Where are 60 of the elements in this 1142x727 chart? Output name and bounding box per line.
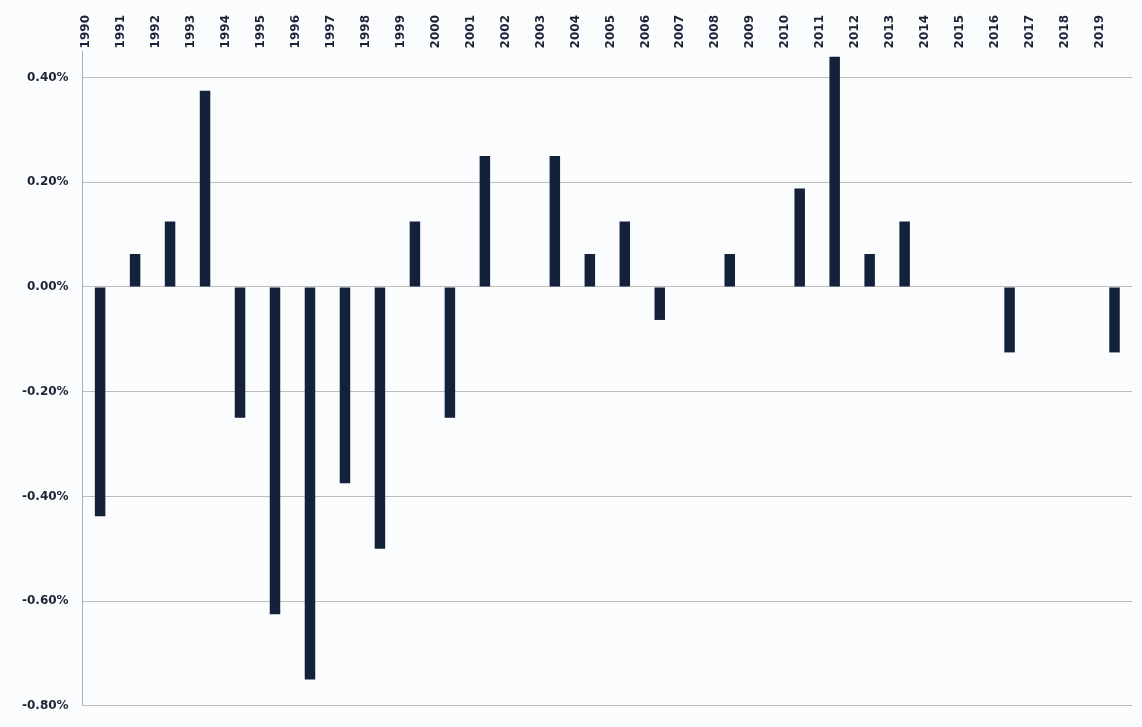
bar	[794, 188, 805, 287]
bar	[129, 254, 141, 287]
x-tick-label: 1995	[252, 14, 267, 49]
bar	[584, 254, 596, 287]
bar	[1109, 287, 1120, 353]
x-tick-label: 2000	[427, 14, 442, 49]
x-tick-label: 2009	[742, 14, 757, 49]
bar	[269, 287, 281, 615]
y-tick-label: 0.20%	[26, 174, 69, 189]
x-tick-label: 1996	[287, 14, 302, 49]
y-tick-label: -0.80%	[21, 697, 69, 712]
x-tick-label: 2004	[567, 14, 582, 49]
x-tick-label: 2003	[532, 14, 547, 49]
bar	[444, 287, 456, 418]
bar	[164, 221, 176, 287]
x-tick-label: 2019	[1092, 14, 1107, 49]
x-tick-label: 2010	[777, 14, 792, 49]
x-tick-label: 2006	[637, 14, 652, 49]
bar	[409, 221, 421, 287]
x-tick-label: 2018	[1057, 14, 1072, 49]
bar	[479, 156, 491, 287]
y-tick-label: -0.20%	[21, 383, 69, 398]
bar	[94, 287, 106, 517]
y-tick-label: -0.40%	[21, 488, 69, 503]
x-tick-label: 1999	[392, 14, 407, 49]
bar	[374, 287, 386, 549]
x-tick-label: 2011	[812, 14, 827, 49]
bar	[654, 287, 666, 320]
bar	[829, 56, 840, 287]
x-tick-label: 2005	[602, 14, 617, 49]
x-tick-label: 1997	[322, 14, 337, 49]
bar	[199, 90, 211, 287]
bar	[864, 254, 875, 287]
x-tick-label: 1998	[357, 14, 372, 49]
bar	[304, 287, 316, 680]
bar	[1004, 287, 1015, 353]
bar	[619, 221, 631, 287]
x-tick-label: 2013	[882, 14, 897, 49]
x-tick-label: 2017	[1022, 14, 1037, 49]
x-tick-label: 2001	[462, 14, 477, 49]
y-tick-label: 0.40%	[26, 69, 69, 84]
x-tick-label: 2007	[672, 14, 687, 49]
x-tick-label: 2008	[707, 14, 722, 49]
x-tick-label: 2002	[497, 14, 512, 49]
x-tick-label: 1991	[112, 14, 127, 49]
y-tick-label: -0.60%	[21, 593, 69, 608]
bar	[724, 254, 735, 287]
x-tick-label: 2014	[917, 14, 932, 49]
bar	[549, 156, 561, 287]
x-tick-label: 1992	[147, 14, 162, 49]
x-tick-label: 1994	[217, 14, 232, 49]
y-tick-label: 0.00%	[26, 279, 69, 294]
bar	[339, 287, 351, 484]
x-tick-label: 1993	[182, 14, 197, 49]
x-tick-label: 2016	[987, 14, 1002, 49]
x-tick-label: 2012	[847, 14, 862, 49]
bar	[899, 221, 910, 287]
x-tick-label: 1990	[77, 14, 92, 49]
x-tick-label: 2015	[952, 14, 967, 49]
bar	[234, 287, 246, 418]
